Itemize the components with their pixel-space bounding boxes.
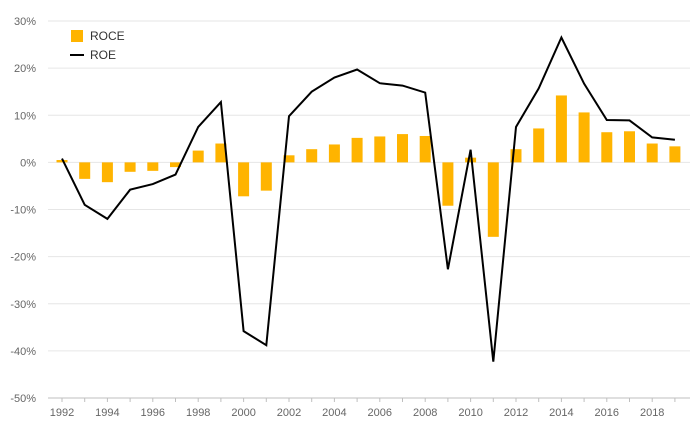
roce-bar bbox=[555, 95, 567, 163]
roce-bar bbox=[124, 162, 136, 172]
roce-bar bbox=[79, 162, 91, 179]
y-tick-label: -40% bbox=[10, 346, 36, 358]
roce-bars bbox=[56, 95, 681, 237]
x-tick-label: 2002 bbox=[277, 407, 301, 419]
x-tick-label: 1994 bbox=[95, 407, 119, 419]
roce-bar bbox=[56, 160, 68, 163]
y-tick-label: 30% bbox=[14, 16, 36, 28]
x-tick-label: 2016 bbox=[595, 407, 619, 419]
x-tick-label: 2000 bbox=[231, 407, 255, 419]
x-axis: 1992 1994 1996 1998 2000 2002 2004 2006 2008 2010… bbox=[48, 397, 690, 419]
roce-bar bbox=[192, 150, 204, 163]
roce-bar bbox=[397, 134, 408, 163]
roce-bar bbox=[260, 162, 272, 191]
legend-label-roce: ROCE bbox=[90, 29, 125, 43]
roce-bar bbox=[601, 132, 613, 163]
y-tick-label: -50% bbox=[10, 393, 36, 405]
x-tick-label: 1996 bbox=[141, 407, 165, 419]
x-tick-label: 1998 bbox=[186, 407, 210, 419]
roce-bar bbox=[170, 162, 181, 168]
x-tick-label: 2004 bbox=[322, 407, 346, 419]
roce-bar bbox=[669, 146, 681, 163]
y-tick-label: -30% bbox=[10, 299, 36, 311]
x-tick-label: 2008 bbox=[413, 407, 437, 419]
roce-bar bbox=[578, 112, 590, 163]
roce-bar bbox=[487, 162, 499, 237]
legend-label-roe: ROE bbox=[90, 48, 116, 62]
x-tick-label: 2018 bbox=[640, 407, 664, 419]
y-tick-label: -20% bbox=[10, 252, 36, 264]
x-tick-label: 2012 bbox=[504, 407, 528, 419]
roce-bar bbox=[101, 162, 113, 183]
y-tick-label: -10% bbox=[10, 205, 36, 217]
roce-bar bbox=[646, 143, 658, 163]
y-tick-label: 0% bbox=[20, 157, 36, 169]
y-tick-label: 10% bbox=[14, 110, 36, 122]
roce-bar bbox=[374, 136, 386, 163]
y-tick-label: 20% bbox=[14, 63, 36, 75]
roce-bar bbox=[351, 137, 363, 163]
roce-bar bbox=[510, 149, 522, 163]
roce-bar bbox=[419, 135, 431, 163]
roe-line-layer bbox=[61, 35, 676, 362]
y-axis: 30% 20% 10% 0% -10% -20% -30% -40% -50% bbox=[10, 16, 36, 405]
roce-bar bbox=[215, 143, 227, 163]
legend-swatch-roce bbox=[71, 30, 83, 42]
roce-bar bbox=[306, 149, 318, 163]
roce-bar bbox=[147, 162, 159, 171]
x-tick-label: 2006 bbox=[368, 407, 392, 419]
roce-bar bbox=[283, 155, 295, 163]
x-tick-label: 2014 bbox=[549, 407, 573, 419]
x-tick-label: 1992 bbox=[50, 407, 74, 419]
roce-bar bbox=[624, 131, 635, 163]
legend: ROCE ROE bbox=[70, 29, 125, 62]
roce-bar bbox=[238, 162, 250, 197]
roce-bar bbox=[533, 128, 545, 163]
x-tick-label: 2010 bbox=[458, 407, 482, 419]
roce-bar bbox=[465, 157, 477, 163]
roce-bar bbox=[328, 144, 340, 163]
roe-line bbox=[61, 35, 676, 362]
roce-bar bbox=[442, 162, 454, 206]
